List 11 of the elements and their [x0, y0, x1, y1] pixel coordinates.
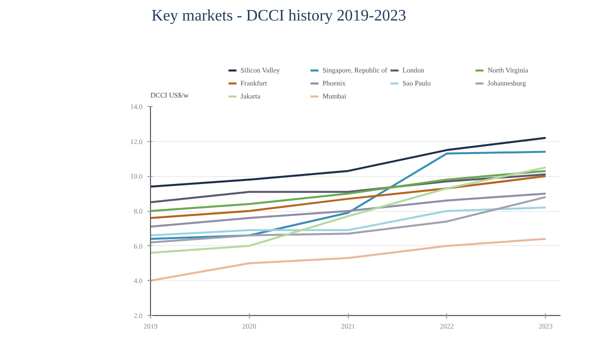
line-series — [150, 170, 547, 212]
chart-title: Key markets - DCCI history 2019-2023 — [152, 8, 406, 24]
line-series — [150, 166, 547, 254]
line-series — [150, 192, 547, 228]
line-series — [150, 173, 547, 204]
line-series — [150, 150, 547, 240]
line-series — [150, 206, 547, 236]
line-series — [150, 175, 547, 219]
line-series — [150, 238, 547, 282]
line-series — [150, 136, 547, 188]
line-series — [150, 196, 547, 244]
